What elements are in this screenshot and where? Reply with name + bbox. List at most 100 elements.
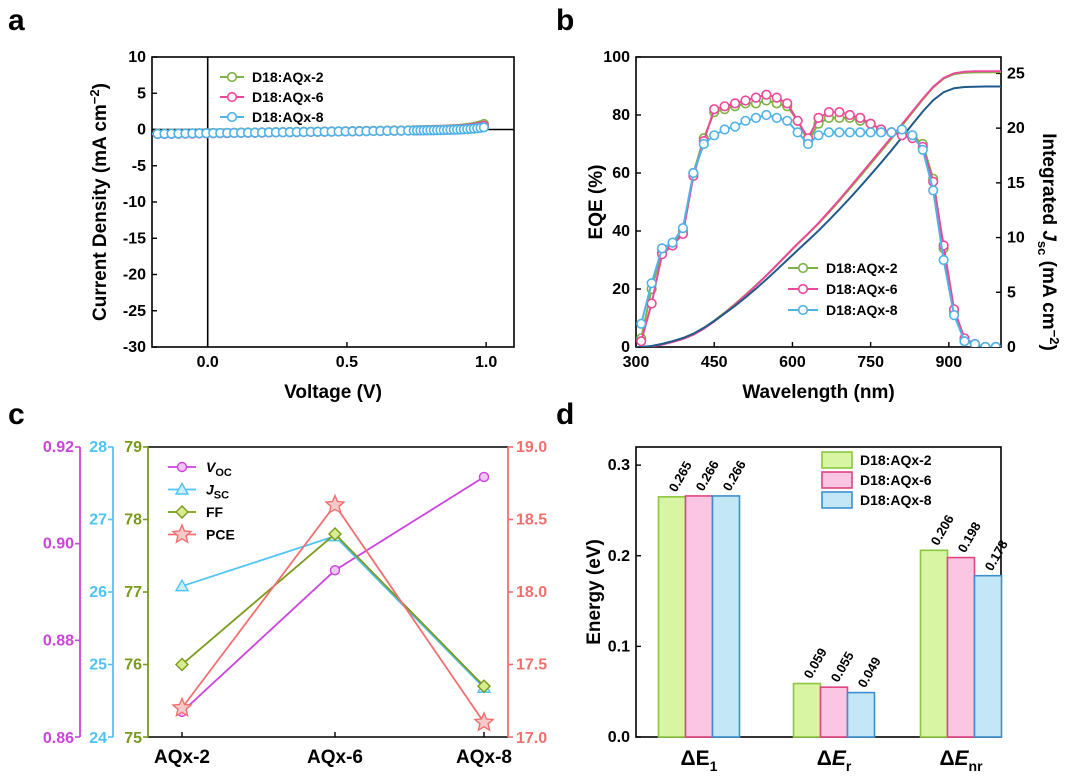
bar-data-label: 0.266 xyxy=(720,458,749,494)
eqe-markers-2 xyxy=(636,109,1001,347)
series-marker-pce xyxy=(171,696,193,718)
eqe-marker xyxy=(948,310,960,321)
bar-2-0 xyxy=(711,495,741,738)
legend-label-2: D18:AQx-8 xyxy=(252,109,324,125)
x-tick-label: AQx-2 xyxy=(154,747,210,768)
legend-label-3: PCE xyxy=(206,527,235,543)
jsc-tick-label: 26 xyxy=(89,584,107,601)
eqe-marker xyxy=(792,127,803,138)
y-tick-label: -5 xyxy=(132,158,146,175)
legend-label-2: D18:AQx-8 xyxy=(826,302,898,318)
y-tick-label: 0.0 xyxy=(608,729,630,746)
legend-marker-1 xyxy=(226,91,238,103)
legend-label-0: D18:AQx-2 xyxy=(860,452,932,468)
eqe-marker xyxy=(959,336,970,347)
pce-tick-label: 18.5 xyxy=(516,512,547,529)
eqe-marker xyxy=(719,101,730,112)
voc-tick-label: 0.90 xyxy=(43,536,74,553)
voc-tick-label: 0.88 xyxy=(43,632,74,649)
eqe-marker xyxy=(761,89,772,100)
y-tick-label: -25 xyxy=(123,303,146,320)
eqe-marker xyxy=(782,98,793,109)
ff-tick-label: 78 xyxy=(124,512,142,529)
series-marker-jsc xyxy=(174,578,190,592)
bar-1-2 xyxy=(946,556,976,738)
x-tick-label: ΔEr xyxy=(817,747,852,774)
eqe-marker xyxy=(823,106,835,118)
bar-1-1 xyxy=(819,686,849,738)
bar-0-0 xyxy=(657,496,687,738)
eqe-marker xyxy=(698,138,709,150)
x-tick-label: 0.0 xyxy=(197,354,219,371)
x-axis-label: Wavelength (nm) xyxy=(742,382,894,403)
x-tick-label: 450 xyxy=(701,354,728,371)
x-tick-label: ΔE1 xyxy=(681,747,718,774)
eqe-marker xyxy=(750,92,762,103)
panel-label-c: c xyxy=(8,398,25,431)
y2-tick-label: 20 xyxy=(1007,120,1025,137)
x-tick-label: 750 xyxy=(857,354,884,371)
jsc-tick-label: 24 xyxy=(89,730,107,747)
y-tick-label: 5 xyxy=(137,85,146,102)
y-tick-label: 0.3 xyxy=(608,457,630,474)
y2-axis-label: Integrated Jsc (mA cm−2) xyxy=(1035,133,1062,351)
panel-label-b: b xyxy=(556,4,574,37)
y2-tick-label: 10 xyxy=(1007,230,1025,247)
eqe-marker xyxy=(875,127,887,138)
eqe-marker xyxy=(917,144,928,155)
series-marker-voc xyxy=(329,565,341,576)
bar-data-label: 0.055 xyxy=(828,649,857,685)
legend-marker-2 xyxy=(797,304,809,316)
eqe-markers-1 xyxy=(636,89,1001,347)
eqe-marker xyxy=(636,318,647,329)
y2-tick-label: 5 xyxy=(1007,284,1016,301)
eqe-marker xyxy=(813,130,824,141)
legend-marker-0 xyxy=(797,262,809,274)
integrated-jsc-line-2 xyxy=(636,85,1001,347)
pce-tick-label: 19.0 xyxy=(516,439,547,456)
eqe-marker xyxy=(761,109,772,121)
plot-frame xyxy=(151,56,515,348)
series-line-ff xyxy=(181,532,485,687)
eqe-marker xyxy=(729,121,741,132)
pce-tick-label: 18.0 xyxy=(516,584,547,601)
eqe-marker xyxy=(740,115,751,126)
eqe-marker xyxy=(771,92,782,103)
eqe-marker xyxy=(886,127,897,138)
x-tick-label: 300 xyxy=(623,354,650,371)
y2-tick-label: 25 xyxy=(1007,65,1025,82)
eqe-marker xyxy=(855,127,866,138)
y-axis-label: Energy (eV) xyxy=(584,539,605,645)
eqe-marker xyxy=(636,336,647,347)
eqe-marker xyxy=(969,339,981,347)
eqe-marker xyxy=(834,127,845,138)
y-tick-label: -30 xyxy=(123,339,146,356)
legend-label-0: D18:AQx-2 xyxy=(252,69,324,85)
integrated-jsc-line-1 xyxy=(636,70,1001,347)
voc-tick-label: 0.86 xyxy=(43,730,74,747)
legend-marker-1 xyxy=(797,283,809,295)
panel-a-jv-chart: -30 -25 -20 -15 -10 -5 0 5 10 0.0 0.5 1.0 Voltage (V… xyxy=(87,49,515,403)
bar-data-label: 0.266 xyxy=(693,458,722,494)
legend-label-1: D18:AQx-6 xyxy=(826,281,898,297)
pce-tick-label: 17.5 xyxy=(516,657,547,674)
y-tick-label: -15 xyxy=(123,230,146,247)
eqe-marker xyxy=(896,124,908,135)
x-axis-label: Voltage (V) xyxy=(284,382,382,403)
eqe-marker xyxy=(844,127,855,138)
panel-c-parameter-chart: 0.86 0.88 0.90 0.92 24 25 26 27 28 75 76 77 78 79 17.0… xyxy=(43,439,547,768)
eqe-marker xyxy=(677,223,689,234)
series-marker-voc xyxy=(478,471,490,483)
legend-marker-1 xyxy=(174,482,190,495)
eqe-marker xyxy=(688,167,699,179)
eqe-marker xyxy=(656,243,668,254)
y-tick-label: 40 xyxy=(612,223,630,240)
series-marker-pce xyxy=(473,711,495,732)
bar-data-label: 0.049 xyxy=(855,654,884,690)
y-axis-label: Current Density (mA cm−2) xyxy=(87,83,111,321)
legend-swatch-2 xyxy=(821,491,853,509)
legend-label-0: VOC xyxy=(206,459,232,479)
eqe-marker xyxy=(719,124,730,135)
eqe-marker xyxy=(750,112,762,123)
bar-2-1 xyxy=(846,691,876,738)
